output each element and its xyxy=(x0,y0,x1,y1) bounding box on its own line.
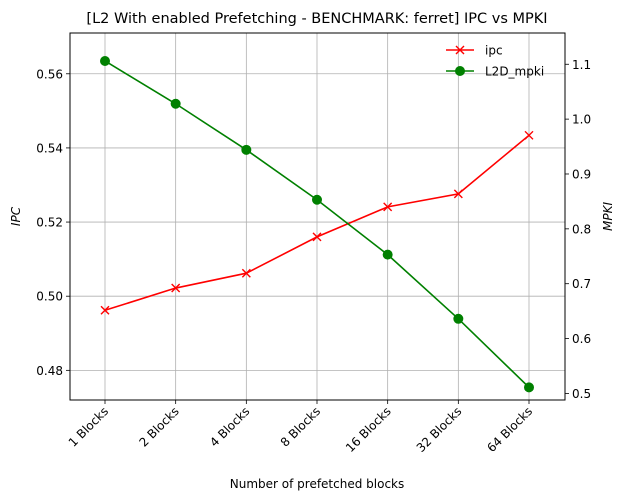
legend-marker-point-ipc xyxy=(455,45,465,55)
legend-entry-l2d-mpki: L2D_mpki xyxy=(446,65,544,79)
y-right-tick-label: 1.1 xyxy=(572,58,591,72)
y-right-tick-label: 0.7 xyxy=(572,277,591,291)
legend: ipc L2D_mpki xyxy=(446,44,544,79)
chart-title: [L2 With enabled Prefetching - BENCHMARK… xyxy=(86,11,547,27)
marker-x-stroke xyxy=(241,268,251,278)
x-axis-label: Number of prefetched blocks xyxy=(230,477,405,491)
data-point-l2d-mpki xyxy=(453,313,464,324)
data-point-ipc xyxy=(241,268,251,278)
y-right-tick-label: 0.6 xyxy=(572,332,591,346)
data-point-ipc xyxy=(312,232,322,242)
x-tick-label: 16 Blocks xyxy=(343,404,394,455)
plot-frame xyxy=(69,32,566,401)
marker-x-stroke xyxy=(383,202,393,212)
data-point-l2d-mpki xyxy=(382,249,393,260)
y-right-tick-label: 1.0 xyxy=(572,113,591,127)
data-point-l2d-mpki xyxy=(100,55,110,66)
grid xyxy=(70,33,565,400)
x-tick-label: 32 Blocks xyxy=(414,404,465,455)
data-point-l2d-mpki xyxy=(241,144,252,155)
legend-marker-point-l2d-mpki xyxy=(455,66,465,76)
marker-x-stroke xyxy=(312,232,322,242)
data-point-l2d-mpki xyxy=(170,98,181,109)
legend-label-l2d-mpki: L2D_mpki xyxy=(485,65,544,79)
x-tick-label: 64 Blocks xyxy=(484,404,535,455)
y-left-tick-label: 0.48 xyxy=(36,364,63,378)
x-tick-label: 2 Blocks xyxy=(136,404,181,449)
data-point-l2d-mpki xyxy=(524,382,534,393)
marker-x-stroke xyxy=(453,189,463,199)
marker-x-stroke xyxy=(455,45,465,55)
marker-x-stroke xyxy=(524,130,534,140)
data-point-ipc xyxy=(383,202,393,212)
data-point-ipc xyxy=(171,283,181,293)
y-right-tick-label: 0.5 xyxy=(572,387,591,401)
y-right-tick-label: 0.9 xyxy=(572,167,591,181)
y-right-tick-label: 0.8 xyxy=(572,222,591,236)
y-left-tick-label: 0.52 xyxy=(36,216,63,230)
ticks: 1 Blocks 2 Blocks 4 Blocks 8 Blocks 16 Block… xyxy=(36,58,591,455)
data-point-ipc xyxy=(453,189,463,199)
legend-marker-l2d-mpki xyxy=(455,66,465,76)
x-tick-label: 1 Blocks xyxy=(66,404,111,449)
data-point-ipc xyxy=(524,130,534,140)
data-point-ipc xyxy=(100,305,110,315)
y-axis-left-label: IPC xyxy=(9,206,23,226)
legend-marker-ipc xyxy=(455,45,465,55)
y-left-tick-label: 0.56 xyxy=(36,67,63,81)
y-left-tick-label: 0.54 xyxy=(36,141,63,155)
y-axis-right-label: MPKI xyxy=(601,202,615,231)
data-point-l2d-mpki xyxy=(312,194,322,205)
series-layer xyxy=(100,55,534,393)
marker-x-stroke xyxy=(100,305,110,315)
legend-entry-ipc: ipc xyxy=(446,44,503,58)
marker-x-stroke xyxy=(171,283,181,293)
legend-label-ipc: ipc xyxy=(485,44,503,58)
x-tick-label: 8 Blocks xyxy=(278,404,323,449)
x-tick-label: 4 Blocks xyxy=(207,404,252,449)
y-left-tick-label: 0.50 xyxy=(36,290,63,304)
